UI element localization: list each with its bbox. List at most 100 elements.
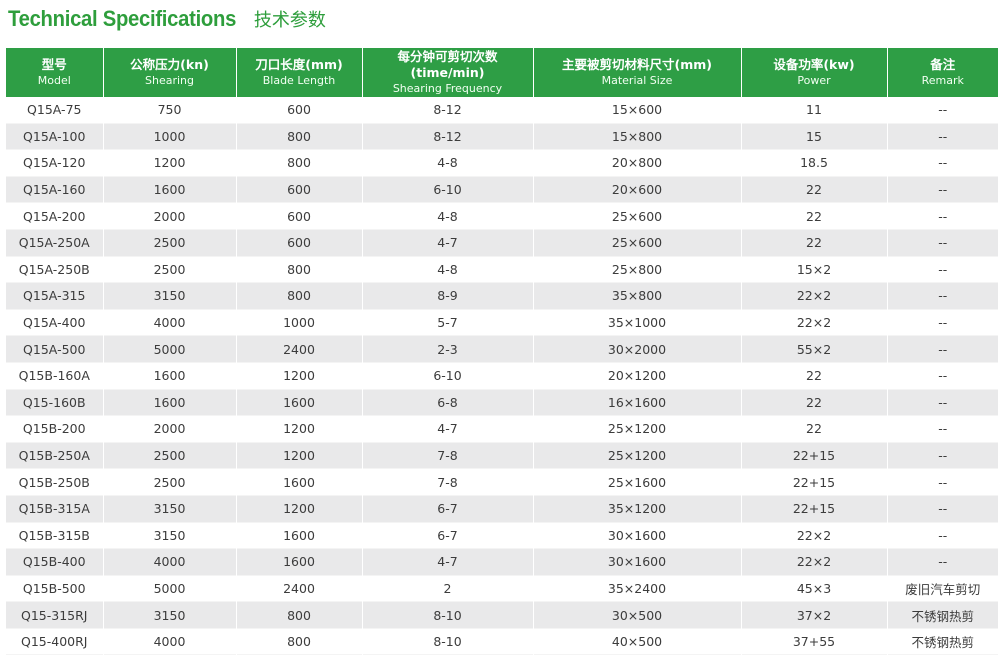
cell-power: 22 — [740, 176, 887, 203]
cell-shearing: 3150 — [102, 601, 236, 629]
cell-power: 18.5 — [740, 149, 887, 177]
cell-shearing: 3150 — [102, 522, 236, 549]
cell-model: Q15B-200 — [6, 415, 103, 443]
table-row: Q15B-250B 2500 1600 7-8 25×1600 22+15 -- — [6, 468, 998, 496]
cell-material-size: 35×1200 — [532, 495, 741, 522]
cell-power: 11 — [740, 97, 887, 124]
cell-material-size: 40×500 — [532, 628, 741, 655]
cell-blade-length: 1600 — [235, 468, 362, 496]
cell-shearing-frequency: 6-8 — [361, 389, 533, 416]
cell-blade-length: 600 — [235, 229, 362, 257]
cell-model: Q15A-100 — [6, 123, 103, 150]
cell-material-size: 30×500 — [532, 601, 741, 629]
cell-shearing-frequency: 8-12 — [361, 97, 533, 124]
cell-model: Q15B-315B — [6, 522, 103, 549]
cell-blade-length: 1600 — [235, 522, 362, 549]
cell-power: 37×2 — [740, 601, 887, 629]
table-row: Q15A-315 3150 800 8-9 35×800 22×2 -- — [6, 282, 998, 310]
table-row: Q15-160B 1600 1600 6-8 16×1600 22 -- — [6, 389, 998, 416]
column-header-label-zh: 每分钟可剪切次数(time/min) — [397, 49, 498, 80]
column-header-model: 型号 Model — [6, 48, 103, 97]
cell-shearing: 2500 — [102, 468, 236, 496]
cell-shearing-frequency: 7-8 — [361, 442, 533, 469]
cell-power: 22×2 — [740, 548, 887, 576]
column-header-label-en: Material Size — [601, 74, 673, 87]
cell-shearing: 4000 — [102, 548, 236, 576]
cell-material-size: 25×600 — [532, 202, 741, 230]
cell-shearing: 4000 — [102, 628, 236, 655]
cell-power: 22+15 — [740, 468, 887, 496]
cell-material-size: 35×800 — [532, 282, 741, 310]
cell-model: Q15B-250A — [6, 442, 103, 469]
cell-shearing: 2000 — [102, 202, 236, 230]
cell-remark: -- — [886, 468, 998, 496]
cell-shearing-frequency: 4-8 — [361, 149, 533, 177]
cell-model: Q15A-500 — [6, 335, 103, 363]
title-chinese: 技术参数 — [253, 10, 326, 31]
cell-shearing-frequency: 4-8 — [361, 256, 533, 283]
cell-blade-length: 1200 — [235, 362, 362, 390]
cell-material-size: 15×600 — [532, 97, 741, 124]
table-row: Q15-400RJ 4000 800 8-10 40×500 37+55 不锈钢热剪 — [6, 628, 998, 655]
cell-blade-length: 1200 — [235, 442, 362, 469]
cell-power: 22 — [740, 415, 887, 443]
column-header-label-en: Blade Length — [262, 74, 336, 87]
cell-power: 22+15 — [740, 442, 887, 469]
cell-model: Q15-400RJ — [6, 628, 103, 655]
cell-remark: -- — [886, 202, 998, 230]
cell-remark: -- — [886, 362, 998, 390]
cell-power: 22+15 — [740, 495, 887, 522]
cell-remark: -- — [886, 149, 998, 177]
cell-remark: -- — [886, 309, 998, 336]
cell-model: Q15A-160 — [6, 176, 103, 203]
cell-blade-length: 800 — [235, 601, 362, 629]
cell-blade-length: 1000 — [235, 309, 362, 336]
cell-remark: -- — [886, 97, 998, 124]
cell-remark: 不锈钢热剪 — [886, 601, 998, 629]
table-row: Q15B-200 2000 1200 4-7 25×1200 22 -- — [6, 415, 998, 443]
cell-blade-length: 1600 — [235, 548, 362, 576]
cell-model: Q15B-500 — [6, 575, 103, 602]
cell-remark: -- — [886, 256, 998, 283]
cell-shearing: 5000 — [102, 575, 236, 602]
cell-material-size: 25×600 — [532, 229, 741, 257]
column-header-material-size: 主要被剪切材料尺寸(mm) Material Size — [532, 48, 741, 97]
column-header-label-en: Shearing — [145, 74, 194, 87]
cell-model: Q15B-315A — [6, 495, 103, 522]
cell-material-size: 20×600 — [532, 176, 741, 203]
table-row: Q15B-500 5000 2400 2 35×2400 45×3 废旧汽车剪切 — [6, 575, 998, 602]
cell-material-size: 35×2400 — [532, 575, 741, 602]
table-body: Q15A-75 750 600 8-12 15×600 11 -- Q15A-100 1000 8… — [6, 97, 998, 655]
table-row: Q15A-250A 2500 600 4-7 25×600 22 -- — [6, 229, 998, 257]
cell-power: 15 — [740, 123, 887, 150]
cell-model: Q15A-250B — [6, 256, 103, 283]
cell-blade-length: 800 — [235, 123, 362, 150]
table-row: Q15-315RJ 3150 800 8-10 30×500 37×2 不锈钢热剪 — [6, 601, 998, 629]
column-header-label-zh: 公称压力(kn) — [130, 57, 209, 72]
table-row: Q15A-100 1000 800 8-12 15×800 15 -- — [6, 123, 998, 150]
cell-model: Q15A-120 — [6, 149, 103, 177]
cell-blade-length: 800 — [235, 149, 362, 177]
cell-blade-length: 1600 — [235, 389, 362, 416]
cell-shearing: 3150 — [102, 495, 236, 522]
table-row: Q15A-500 5000 2400 2-3 30×2000 55×2 -- — [6, 335, 998, 363]
spec-table: 型号 Model 公称压力(kn) Shearing 刀口长度(mm) Blade Len… — [6, 48, 998, 655]
column-header-label-zh: 刀口长度(mm) — [255, 57, 343, 72]
cell-shearing: 1600 — [102, 362, 236, 390]
cell-blade-length: 600 — [235, 176, 362, 203]
cell-material-size: 35×1000 — [532, 309, 741, 336]
cell-model: Q15A-315 — [6, 282, 103, 310]
cell-blade-length: 800 — [235, 282, 362, 310]
cell-shearing-frequency: 8-12 — [361, 123, 533, 150]
cell-shearing: 2500 — [102, 229, 236, 257]
cell-shearing: 1600 — [102, 389, 236, 416]
cell-shearing: 3150 — [102, 282, 236, 310]
cell-shearing: 1200 — [102, 149, 236, 177]
cell-material-size: 30×2000 — [532, 335, 741, 363]
cell-material-size: 16×1600 — [532, 389, 741, 416]
cell-blade-length: 1200 — [235, 415, 362, 443]
cell-material-size: 25×1200 — [532, 442, 741, 469]
cell-material-size: 25×800 — [532, 256, 741, 283]
header-row: 型号 Model 公称压力(kn) Shearing 刀口长度(mm) Blade Len… — [6, 48, 998, 97]
cell-blade-length: 600 — [235, 202, 362, 230]
